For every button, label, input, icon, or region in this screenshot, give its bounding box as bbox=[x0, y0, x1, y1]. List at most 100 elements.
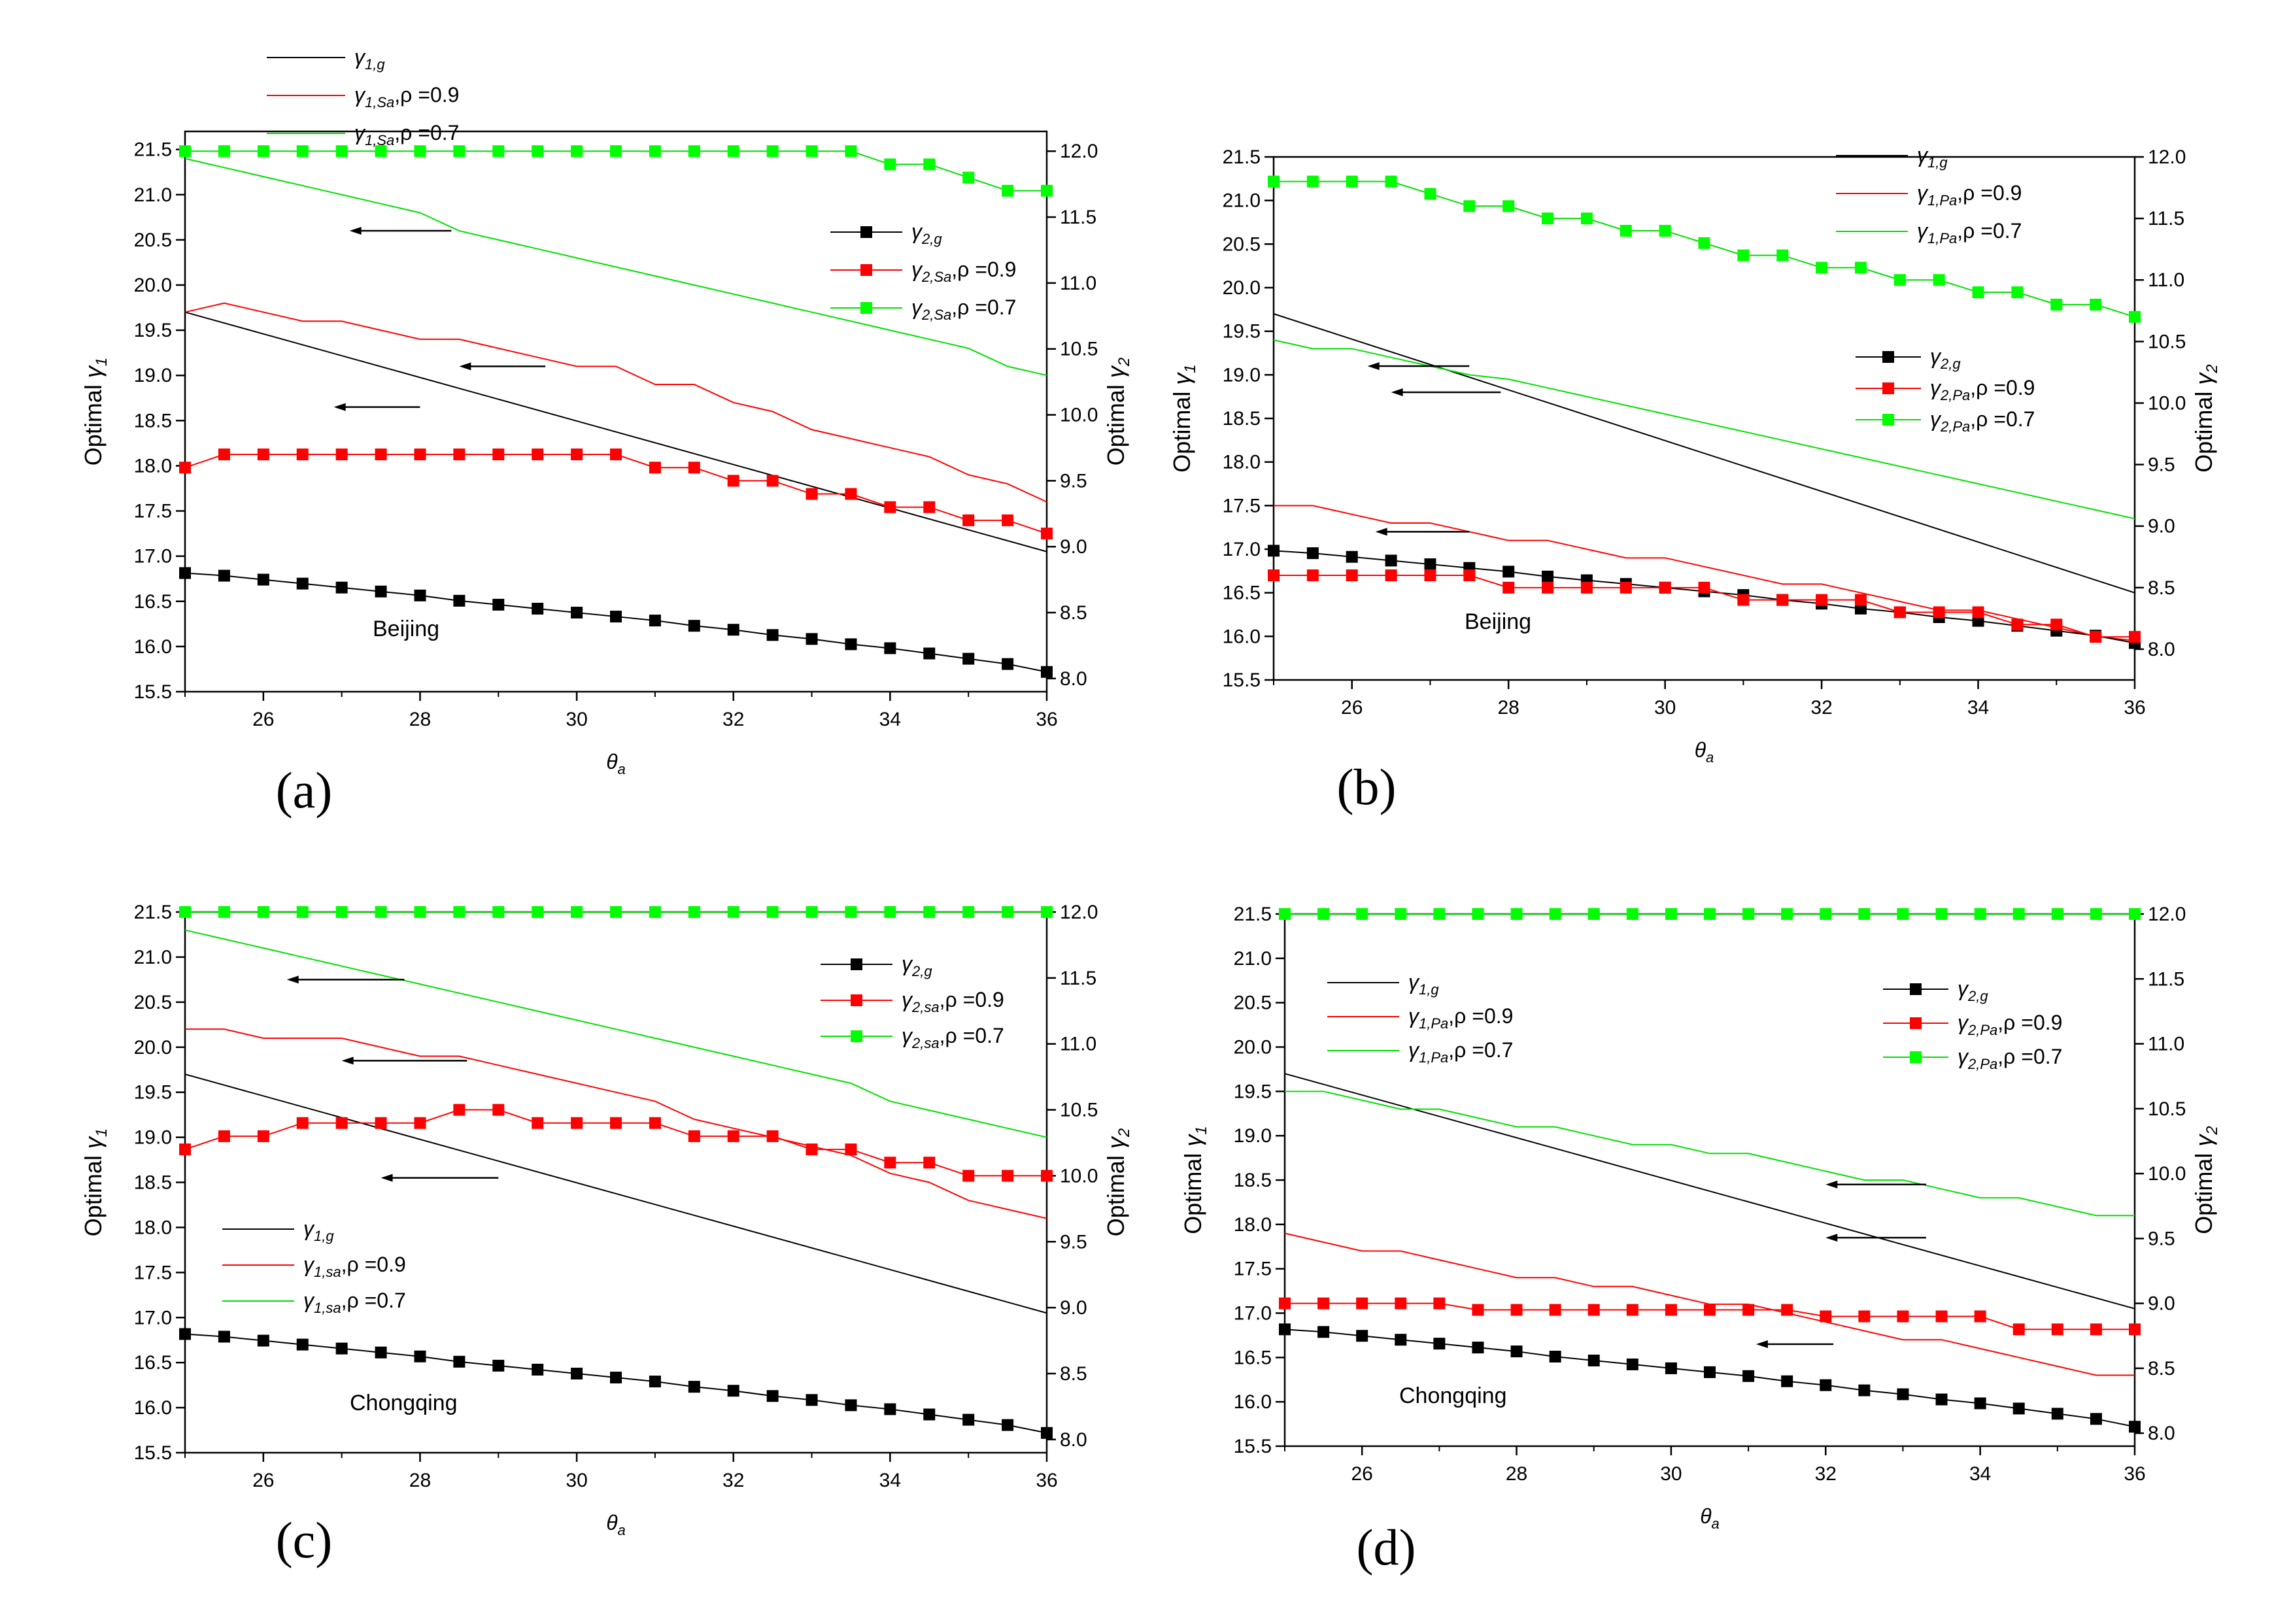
y-left-label-sub: 1 bbox=[93, 358, 110, 366]
data-point-gamma2-red bbox=[1549, 1304, 1561, 1316]
city-annotation: Chongqing bbox=[1399, 1383, 1506, 1408]
y-left-label-text: Optimal bbox=[1179, 1147, 1206, 1234]
y-left-label-symbol: γ bbox=[1168, 372, 1195, 385]
y-left-tick-label: 15.5 bbox=[134, 1442, 172, 1464]
legend-symbol: γ bbox=[354, 83, 366, 107]
data-point-gamma2-green bbox=[1542, 212, 1554, 225]
legend-sub: 1,g bbox=[1927, 154, 1948, 171]
x-tick-label: 36 bbox=[2124, 697, 2145, 719]
data-point-gamma2-red bbox=[649, 462, 661, 474]
y-left-tick-label: 15.5 bbox=[1234, 1436, 1272, 1457]
data-point-gamma2-black bbox=[1395, 1334, 1407, 1346]
data-point-gamma2-black bbox=[1041, 666, 1053, 678]
legend-label: γ2,g bbox=[902, 952, 932, 979]
data-point-gamma2-red bbox=[1935, 1310, 1948, 1323]
data-point-gamma2-red bbox=[884, 1157, 896, 1169]
data-point-gamma2-green bbox=[884, 906, 896, 918]
y-left-tick-label: 19.0 bbox=[134, 1127, 172, 1149]
data-point-gamma2-green bbox=[962, 171, 975, 184]
data-point-gamma2-green bbox=[335, 145, 348, 158]
data-point-gamma2-black bbox=[375, 1346, 387, 1359]
data-point-gamma2-red bbox=[1502, 581, 1515, 594]
legend-sub: 2,Sa bbox=[921, 307, 951, 323]
data-point-gamma2-black bbox=[218, 1330, 230, 1343]
data-point-gamma2-green bbox=[1816, 262, 1828, 274]
y-left-tick-label: 19.5 bbox=[134, 1082, 172, 1104]
data-point-gamma2-green bbox=[1893, 274, 1906, 286]
y-left-tick-label: 18.0 bbox=[134, 1217, 172, 1238]
data-point-gamma2-red bbox=[1433, 1297, 1446, 1310]
legend-tail: ,ρ =0.7 bbox=[1970, 407, 2035, 431]
data-point-gamma2-red bbox=[923, 1157, 936, 1169]
axes-frame bbox=[184, 130, 1048, 693]
y-right-label-symbol: γ bbox=[2190, 1134, 2217, 1147]
y-right-tick-label: 8.5 bbox=[2148, 1358, 2175, 1379]
y-right-axis-label: Optimal γ2 bbox=[1102, 1128, 1133, 1236]
data-point-gamma2-green bbox=[1854, 262, 1867, 274]
data-point-gamma2-black bbox=[1346, 550, 1358, 563]
y-left-tick-label: 16.0 bbox=[134, 636, 172, 658]
legend-symbol: γ bbox=[303, 1217, 315, 1240]
data-point-gamma2-black bbox=[453, 594, 466, 607]
x-tick-label: 34 bbox=[1969, 1463, 1991, 1485]
panel-label: (a) bbox=[276, 762, 333, 819]
y-right-tick-label: 8.0 bbox=[2148, 1423, 2175, 1444]
data-point-gamma2-black bbox=[1002, 658, 1014, 670]
legend-symbol: γ bbox=[1958, 1045, 1969, 1068]
y-right-tick-label: 9.5 bbox=[1060, 470, 1087, 492]
legend-symbol: γ bbox=[1930, 376, 1942, 399]
data-point-gamma2-red bbox=[571, 448, 583, 461]
data-point-gamma2-black bbox=[218, 569, 230, 582]
y-right-label-symbol: γ bbox=[2190, 372, 2217, 385]
y-right-tick-label: 8.0 bbox=[1060, 1429, 1087, 1451]
data-point-gamma2-green bbox=[2129, 908, 2141, 920]
data-point-gamma2-black bbox=[962, 1413, 975, 1426]
y-right-tick-label: 10.0 bbox=[1060, 405, 1098, 426]
data-point-gamma2-red bbox=[2011, 618, 2024, 631]
legend-symbol: γ bbox=[911, 220, 923, 243]
y-left-tick-label: 19.0 bbox=[1234, 1125, 1272, 1147]
x-axis-label-symbol: θ bbox=[606, 750, 618, 773]
data-point-gamma2-red bbox=[806, 488, 818, 500]
y-left-tick-label: 18.0 bbox=[1223, 452, 1261, 473]
legend-marker bbox=[851, 958, 862, 970]
data-point-gamma2-red bbox=[845, 1143, 857, 1156]
data-point-gamma2-green bbox=[414, 906, 426, 918]
data-point-gamma2-green bbox=[375, 145, 387, 158]
legend-bottom: γ2,gγ2,Pa,ρ =0.9γ2,Pa,ρ =0.7 bbox=[1883, 977, 2062, 1072]
axis-arrow-head bbox=[1825, 1234, 1838, 1242]
legend-marker bbox=[1910, 983, 1922, 995]
data-point-gamma2-green bbox=[884, 158, 896, 171]
data-point-gamma2-green bbox=[2050, 298, 2063, 311]
legend-sub: 2,sa bbox=[911, 999, 940, 1015]
y-left-tick-label: 20.0 bbox=[134, 1037, 172, 1058]
legend-tail: ,ρ =0.9 bbox=[1957, 181, 2022, 205]
y-right-tick-label: 9.0 bbox=[1060, 536, 1087, 558]
y-left-tick-label: 18.5 bbox=[1234, 1170, 1272, 1191]
data-point-gamma2-red bbox=[1424, 569, 1436, 581]
y-right-tick-label: 8.5 bbox=[1060, 602, 1087, 624]
data-point-gamma2-black bbox=[610, 1372, 622, 1384]
legend-tail: ,ρ =0.7 bbox=[1997, 1045, 2062, 1068]
data-point-gamma2-red bbox=[688, 1130, 700, 1142]
data-point-gamma2-red bbox=[2090, 631, 2102, 643]
chart-panel-d: 26 28 30 32 34 3615.516.016.517.017.518.018.5… bbox=[1179, 904, 2221, 1576]
data-point-gamma2-green bbox=[2090, 908, 2102, 920]
data-point-gamma2-black bbox=[1897, 1388, 1909, 1400]
data-point-gamma2-green bbox=[1933, 274, 1945, 286]
legend-symbol: γ bbox=[1917, 181, 1929, 205]
legend-label: γ1,sa,ρ =0.9 bbox=[303, 1253, 406, 1280]
y-right-tick-label: 10.5 bbox=[2148, 1098, 2186, 1120]
data-point-gamma2-green bbox=[218, 145, 230, 158]
data-point-gamma2-red bbox=[492, 448, 505, 461]
data-point-gamma2-green bbox=[1268, 175, 1280, 188]
data-point-gamma2-green bbox=[296, 145, 309, 158]
data-point-gamma2-black bbox=[492, 598, 505, 611]
data-point-gamma2-black bbox=[532, 1363, 544, 1376]
y-left-tick-label: 18.5 bbox=[134, 1172, 172, 1194]
data-point-gamma2-black bbox=[2090, 1413, 2102, 1425]
y-left-tick-label: 19.0 bbox=[1223, 364, 1261, 386]
data-point-gamma2-red bbox=[962, 514, 975, 526]
x-tick-label: 36 bbox=[2124, 1463, 2145, 1485]
data-point-gamma2-red bbox=[218, 448, 230, 461]
